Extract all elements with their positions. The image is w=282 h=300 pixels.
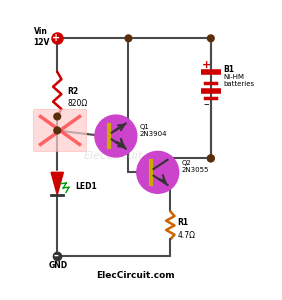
Text: +: + [202, 60, 211, 70]
Text: Vin
12V: Vin 12V [34, 27, 50, 46]
Text: 820Ω: 820Ω [67, 99, 87, 108]
Circle shape [54, 113, 61, 120]
Circle shape [208, 155, 214, 162]
Text: 4.7Ω: 4.7Ω [177, 231, 195, 240]
Polygon shape [51, 172, 63, 195]
Text: Q2
2N3055: Q2 2N3055 [182, 160, 209, 173]
Circle shape [54, 127, 61, 134]
Text: Q1
2N3904: Q1 2N3904 [140, 124, 167, 137]
Circle shape [125, 35, 132, 42]
Circle shape [137, 152, 179, 193]
Text: –: – [204, 99, 210, 109]
Text: ElecCircuit.com: ElecCircuit.com [84, 151, 170, 160]
Circle shape [54, 253, 61, 260]
Circle shape [208, 35, 214, 42]
Text: R1: R1 [177, 218, 188, 227]
Text: Ni-HM
batteries: Ni-HM batteries [223, 74, 254, 87]
Circle shape [208, 155, 214, 162]
Circle shape [95, 115, 137, 157]
Text: B1: B1 [223, 64, 234, 74]
Text: R2: R2 [67, 87, 78, 96]
Text: –: – [53, 251, 58, 261]
Text: GND: GND [49, 261, 68, 270]
Text: ElecCircuit.com: ElecCircuit.com [96, 271, 175, 280]
Text: +: + [52, 33, 60, 43]
Text: LED1: LED1 [75, 182, 97, 191]
FancyBboxPatch shape [34, 110, 87, 152]
